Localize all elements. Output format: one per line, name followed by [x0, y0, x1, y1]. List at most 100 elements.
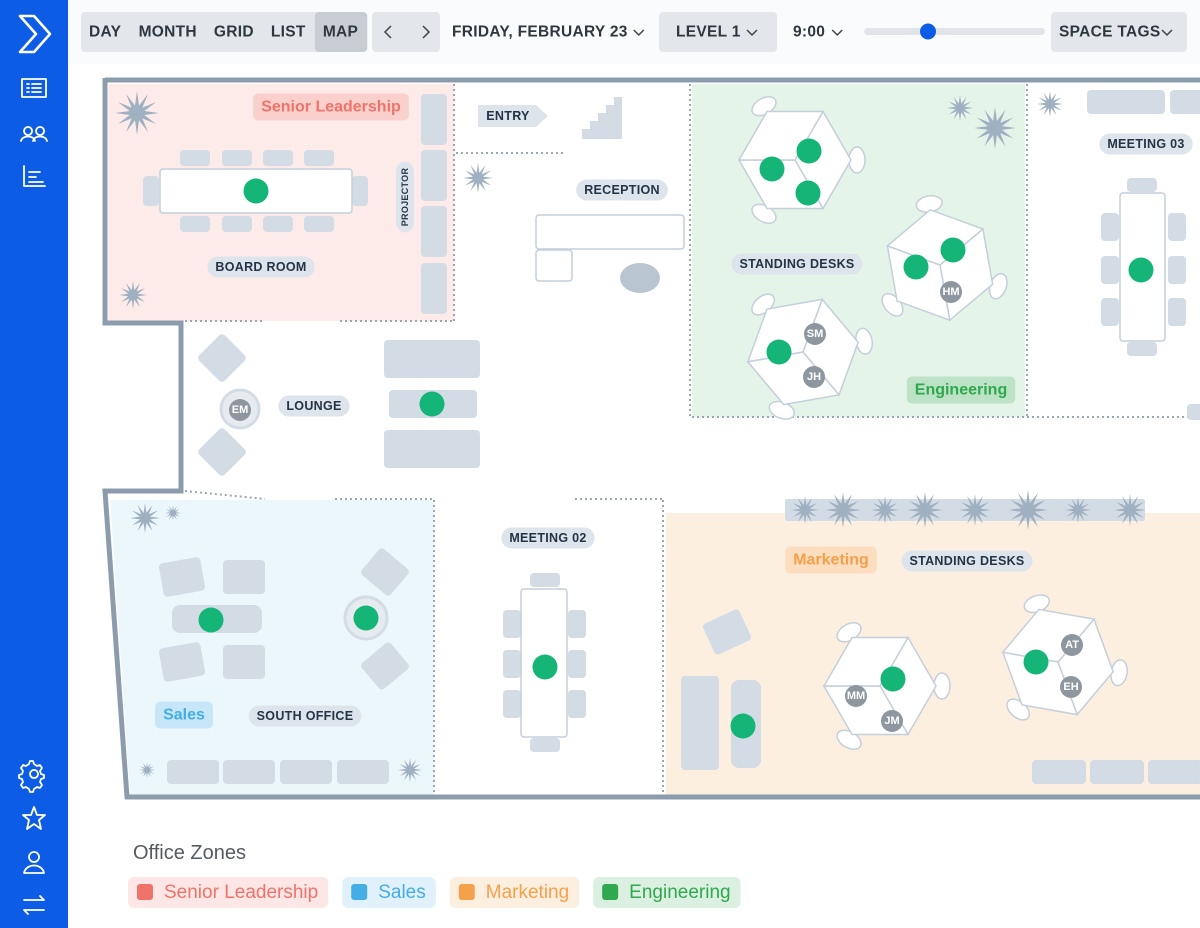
person-initials: JM	[884, 715, 899, 727]
nav-favorites[interactable]	[22, 806, 46, 830]
nav-switch[interactable]	[23, 895, 45, 915]
occupied-seat[interactable]	[730, 713, 756, 739]
sidebar	[0, 0, 68, 928]
nav-people[interactable]	[20, 126, 48, 142]
occupied-seat[interactable]	[940, 237, 966, 263]
chair	[1127, 178, 1157, 192]
armchair	[361, 642, 409, 690]
bench	[223, 760, 275, 784]
chair	[530, 738, 560, 752]
occupied-seat[interactable]	[243, 178, 269, 204]
date-label: FRIDAY, FEBRUARY 23	[452, 24, 628, 41]
plant	[947, 95, 973, 121]
zone-label-bg	[155, 701, 213, 729]
person-initials: MM	[847, 690, 865, 702]
occupied-seat[interactable]	[795, 180, 821, 206]
room-label: PROJECTOR	[396, 161, 414, 233]
person-avatar[interactable]	[845, 685, 867, 707]
legend-item[interactable]	[449, 877, 580, 908]
table	[1187, 404, 1200, 420]
plant	[825, 492, 861, 528]
view-button[interactable]	[314, 12, 368, 52]
plant	[115, 91, 159, 135]
labels: BOARD ROOM PROJECTOR RECEPTION STANDING DES…	[155, 93, 1193, 729]
armchair	[159, 557, 205, 597]
space-tags[interactable]	[1051, 12, 1187, 52]
legend-item[interactable]	[128, 877, 329, 908]
time-knob[interactable]	[920, 23, 936, 40]
chair	[568, 610, 586, 638]
plant	[463, 163, 493, 193]
legend-label: Sales	[378, 882, 426, 903]
chair	[1168, 213, 1186, 241]
bench	[1148, 760, 1200, 784]
cabinet	[421, 206, 447, 257]
room-label-text: STANDING DESKS	[739, 257, 854, 271]
zone-label-bg	[253, 93, 409, 121]
furniture	[115, 90, 1200, 784]
legend-label: Engineering	[629, 882, 730, 903]
occupied-seat[interactable]	[198, 607, 224, 633]
time-track[interactable]	[864, 28, 1045, 35]
person-avatar[interactable]	[229, 399, 251, 421]
occupied-seat[interactable]	[1023, 649, 1049, 675]
chair	[503, 690, 521, 718]
occupied-seat[interactable]	[796, 138, 822, 164]
legend-label: Senior Leadership	[164, 882, 318, 903]
chair	[222, 150, 252, 166]
person-avatar[interactable]	[804, 323, 826, 345]
occupied-seat[interactable]	[419, 391, 445, 417]
nav-list[interactable]	[21, 78, 47, 98]
plant	[907, 492, 943, 528]
room-label: STANDING DESKS	[901, 550, 1033, 572]
occupied-seat[interactable]	[766, 339, 792, 365]
room-label-bg	[248, 705, 362, 727]
person-initials: HM	[942, 286, 959, 298]
desk	[881, 244, 951, 322]
plant	[139, 762, 155, 778]
room-label: MEETING 02	[501, 527, 595, 549]
occupied-seat[interactable]	[353, 605, 379, 631]
legend-swatch	[351, 884, 368, 900]
plant	[165, 505, 181, 521]
person-avatar[interactable]	[1061, 634, 1083, 656]
armchair	[159, 642, 205, 682]
room-label: SOUTH OFFICE	[248, 705, 362, 727]
armchair	[198, 334, 246, 382]
person-initials: EH	[1063, 681, 1078, 693]
nav-settings[interactable]	[18, 760, 45, 793]
room-label-text: STANDING DESKS	[909, 554, 1024, 568]
armchair	[223, 560, 265, 594]
room-label-bg	[731, 253, 863, 275]
plant	[1008, 490, 1048, 530]
zone-label-text: Marketing	[793, 552, 869, 569]
room-label: MEETING 03	[1099, 133, 1193, 155]
person-avatar[interactable]	[1060, 676, 1082, 698]
person-avatar[interactable]	[881, 710, 903, 732]
occupied-seat[interactable]	[903, 254, 929, 280]
occupied-seat[interactable]	[880, 666, 906, 692]
room-label-text: MEETING 02	[509, 531, 586, 545]
logo[interactable]	[18, 14, 52, 54]
occupied-seat[interactable]	[1128, 257, 1154, 283]
chair	[503, 610, 521, 638]
chevron	[1161, 29, 1173, 37]
occupied-seat[interactable]	[759, 156, 785, 182]
plant	[1065, 497, 1091, 523]
level-label: LEVEL 1	[676, 24, 741, 41]
occupied-seat[interactable]	[532, 654, 558, 680]
zone-label: Sales	[155, 701, 213, 729]
person-avatar[interactable]	[940, 281, 962, 303]
legend-item[interactable]	[593, 877, 741, 908]
room-label-bg	[396, 161, 414, 233]
nav-reports[interactable]	[23, 165, 46, 187]
bench	[337, 760, 389, 784]
nav-profile[interactable]	[23, 851, 45, 874]
room-label-text: PROJECTOR	[400, 168, 410, 227]
level-select[interactable]	[659, 12, 777, 52]
prev[interactable]	[383, 25, 431, 39]
view-switcher	[81, 12, 368, 52]
person-avatar[interactable]	[803, 366, 825, 388]
date-nav[interactable]	[372, 12, 440, 52]
sofa	[681, 676, 719, 770]
